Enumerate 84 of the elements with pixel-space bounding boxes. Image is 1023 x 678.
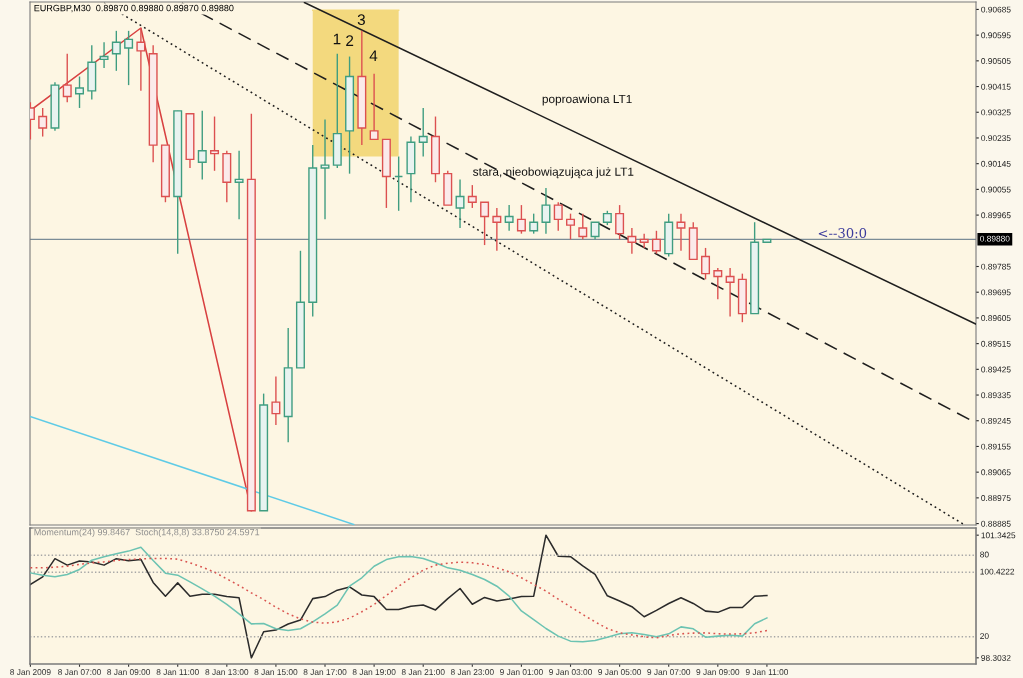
- chart-title: Momentum(24) 99.8467 Stoch(14,8,8) 33.8750 24.5971: [34, 528, 260, 538]
- chart-title: EURGBP,M30 0.89870 0.89880 0.89870 0.89880: [34, 4, 234, 13]
- annotation: 2: [346, 35, 354, 46]
- y-tick-label: 0.90325: [981, 109, 1011, 116]
- y-tick-label: 0.90505: [981, 58, 1011, 64]
- x-tick-label: 8 Jan 23:00: [450, 669, 494, 675]
- candlestick: [578, 212, 588, 241]
- candlestick: [38, 107, 48, 138]
- candlestick: [455, 178, 465, 229]
- y-tick-label: 0.89335: [981, 392, 1011, 399]
- candlestick: [234, 150, 244, 221]
- candlestick: [504, 204, 514, 232]
- candlestick: [529, 212, 539, 235]
- candlestick: [210, 115, 220, 172]
- y-tick-label: 0.89515: [981, 340, 1011, 347]
- candlestick: [197, 110, 207, 181]
- candlestick: [124, 30, 134, 86]
- y-tick-label: 0.89425: [981, 366, 1011, 373]
- ref-line-label: 0.89880: [980, 235, 1010, 242]
- x-tick-label: 9 Jan 01:00: [500, 669, 543, 675]
- y-tick-label: 0.88975: [981, 495, 1011, 501]
- y-tick-label: 98.3032: [981, 655, 1011, 661]
- y-tick-label: 0.90415: [981, 83, 1011, 90]
- x-tick-label: 8 Jan 17:00: [303, 669, 347, 675]
- x-tick-label: 9 Jan 11:00: [745, 669, 789, 675]
- candlestick: [725, 267, 735, 318]
- candlestick: [627, 227, 637, 255]
- candlestick: [136, 27, 146, 92]
- candlestick: [271, 375, 281, 426]
- candlestick: [111, 30, 121, 72]
- candlestick: [516, 204, 526, 235]
- y-tick-label: 0.90055: [981, 186, 1011, 193]
- candlestick: [480, 201, 490, 246]
- candlestick: [553, 201, 563, 232]
- annotation: 3: [357, 14, 365, 26]
- candlestick: [713, 267, 723, 301]
- y-tick-label: 101.3425: [981, 532, 1016, 539]
- x-tick-label: 8 Jan 07:00: [58, 669, 101, 675]
- candlestick: [75, 75, 85, 109]
- candlestick: [320, 118, 330, 221]
- y-tick-label: 0.89695: [981, 289, 1011, 296]
- x-tick-label: 9 Jan 05:00: [598, 669, 642, 675]
- candlestick: [492, 207, 502, 252]
- y-tick-label: 0.89785: [981, 263, 1011, 270]
- annotation: 4: [369, 50, 378, 61]
- candlestick: [651, 230, 661, 255]
- ref-line-label: 80: [980, 551, 989, 558]
- x-tick-label: 8 Jan 15:00: [254, 669, 298, 675]
- annotation: poproawiona LT1: [542, 94, 632, 106]
- candlestick: [369, 72, 379, 141]
- candlestick: [701, 247, 711, 281]
- candlestick: [467, 184, 477, 209]
- y-tick-label: 0.89605: [981, 315, 1011, 322]
- annotation: 1: [333, 33, 341, 45]
- ref-line-label: 100.4222: [980, 568, 1015, 575]
- x-tick-label: 8 Jan 13:00: [205, 669, 249, 675]
- candlestick: [676, 212, 686, 252]
- x-tick-label: 8 Jan 11:00: [156, 669, 199, 675]
- x-tick-label: 8 Jan 19:00: [352, 669, 396, 675]
- ref-line-label: 20: [980, 633, 989, 640]
- y-tick-label: 0.89155: [981, 443, 1011, 450]
- y-tick-label: 0.89065: [981, 469, 1011, 476]
- candlestick: [62, 53, 72, 103]
- y-tick-label: 0.90685: [981, 6, 1011, 13]
- annotation: stara, nieobowiązująca już LT1: [473, 167, 634, 179]
- y-tick-label: 0.90595: [981, 32, 1011, 39]
- candlestick: [615, 204, 625, 241]
- y-tick-label: 0.90145: [981, 160, 1011, 167]
- x-tick-label: 8 Jan 09:00: [107, 669, 151, 675]
- candlestick: [418, 107, 428, 158]
- x-tick-label: 9 Jan 03:00: [549, 669, 592, 675]
- candlestick: [541, 187, 551, 235]
- x-tick-label: 8 Jan 2009: [10, 669, 51, 675]
- annotation: <--30:0: [818, 228, 867, 238]
- y-tick-label: 0.90235: [981, 135, 1011, 142]
- y-tick-label: 0.89965: [981, 212, 1011, 219]
- x-tick-label: 9 Jan 09:00: [696, 669, 740, 675]
- x-tick-label: 9 Jan 07:00: [647, 669, 691, 675]
- y-tick-label: 0.88885: [981, 520, 1011, 527]
- candlestick: [639, 232, 649, 249]
- candlestick: [566, 212, 576, 241]
- candlestick: [99, 41, 109, 69]
- y-tick-label: 0.89245: [981, 417, 1011, 424]
- x-tick-label: 8 Jan 21:00: [401, 669, 445, 675]
